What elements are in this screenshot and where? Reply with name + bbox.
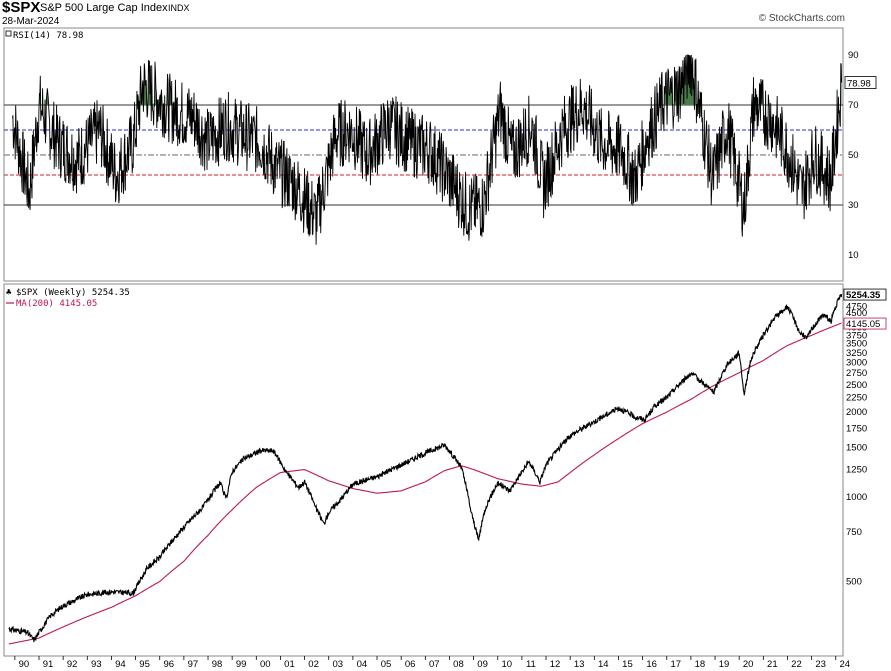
ma-legend-text: MA(200) 4145.05 (16, 299, 97, 309)
x-tick-label-97: 97 (188, 659, 199, 670)
x-tick-label-07: 07 (429, 659, 440, 670)
rsi-tick-label: 50 (848, 150, 859, 161)
rsi-overbought-fill (667, 68, 673, 105)
x-tick-label-16: 16 (646, 659, 657, 670)
x-tick-label-17: 17 (670, 659, 681, 670)
x-tick-label-94: 94 (115, 659, 126, 670)
price-tick-label: 1250 (846, 465, 867, 476)
x-tick-label-04: 04 (357, 659, 368, 670)
rsi-tick-label: 30 (848, 200, 859, 211)
x-tick-label-08: 08 (453, 659, 464, 670)
chart-date: 28-Mar-2024 (2, 16, 60, 27)
rsi-current-label: 78.98 (847, 79, 871, 90)
price-current-value: 5254.35 (843, 288, 887, 301)
price-tick-label: 1500 (846, 442, 867, 453)
x-tick-label-11: 11 (526, 659, 536, 670)
x-tick-label-90: 90 (19, 659, 30, 670)
x-axis: 90 91 92 93 94 95 96 97 98 99 00 01 02 03 04 05 06 07 08 09… (19, 659, 850, 670)
symbol-title: $SPX (2, 0, 41, 16)
price-tick-label: 4750 (846, 301, 867, 312)
rsi-legend-icon (5, 30, 12, 37)
price-tick-label: 2500 (846, 380, 867, 391)
price-tick-label: 3500 (846, 339, 867, 350)
ma-current-value: 4145.05 (843, 317, 887, 330)
price-tick-label: 4500 (846, 308, 867, 319)
price-tick-label: 500 (846, 577, 862, 588)
price-legend-text: $SPX (Weekly) 5254.35 (16, 288, 130, 298)
price-tick-label: 3000 (846, 358, 867, 369)
price-tick-label: 750 (846, 527, 862, 538)
exchange-label: INDX (168, 3, 190, 13)
price-panel-frame (3, 283, 844, 657)
price-tick-label: 3750 (846, 330, 867, 341)
rsi-legend: RSI(14) 78.98 (5, 30, 83, 41)
x-tick-label-99: 99 (236, 659, 247, 670)
x-tick-label-96: 96 (163, 659, 174, 670)
x-tick-label-18: 18 (695, 659, 706, 670)
index-name: S&P 500 Large Cap Index (40, 2, 168, 14)
x-tick-label-06: 06 (405, 659, 416, 670)
rsi-series-line (12, 54, 843, 245)
price-tick-label: 2000 (846, 407, 867, 418)
rsi-panel: RSI(14) 78.98 90 70 50 30 10 78.98 (3, 27, 877, 282)
ma200-line (8, 322, 842, 645)
rsi-legend-text: RSI(14) 78.98 (13, 31, 83, 41)
x-tick-label-19: 19 (719, 659, 730, 670)
price-tick-label: 1000 (846, 492, 867, 503)
price-tick-label: 2750 (846, 368, 867, 379)
x-tick-label-21: 21 (767, 659, 778, 670)
x-tick-label-13: 13 (574, 659, 585, 670)
x-tick-label-03: 03 (332, 659, 343, 670)
chart-header: $SPX S&P 500 Large Cap Index INDX 28-Mar… (0, 0, 891, 28)
price-tick-label: 2250 (846, 393, 867, 404)
x-tick-label-00: 00 (260, 659, 271, 670)
x-tick-label-15: 15 (622, 659, 633, 670)
price-current-label: 5254.35 (846, 290, 881, 301)
x-tick-label-12: 12 (550, 659, 561, 670)
x-tick-label-10: 10 (501, 659, 512, 670)
rsi-current-box (844, 76, 877, 89)
price-legend-icon: ♣ (6, 288, 12, 298)
rsi-tick-label: 90 (848, 50, 859, 61)
x-tick-label-93: 93 (91, 659, 102, 670)
x-tick-label-98: 98 (212, 659, 223, 670)
x-tick-label-01: 01 (284, 659, 295, 670)
x-tick-label-09: 09 (477, 659, 488, 670)
x-tick-label-05: 05 (381, 659, 392, 670)
price-current-box (843, 288, 887, 301)
price-line (8, 294, 843, 643)
x-tick-label-22: 22 (791, 659, 802, 670)
stockcharts-watermark: © StockCharts.com (758, 13, 845, 24)
ma-current-label: 4145.05 (846, 319, 880, 330)
price-tick-label: 1750 (846, 423, 867, 434)
x-tick-label-91: 91 (43, 659, 54, 670)
price-tick-label: 3250 (846, 348, 867, 359)
x-tick-label-92: 92 (67, 659, 78, 670)
rsi-tick-label: 70 (848, 100, 859, 111)
x-tick-label-24: 24 (839, 659, 850, 670)
x-tick-label-20: 20 (743, 659, 754, 670)
x-tick-label-95: 95 (139, 659, 150, 670)
rsi-tick-label: 10 (848, 250, 859, 261)
rsi-current-value: 78.98 (844, 76, 877, 90)
x-tick-label-14: 14 (598, 659, 609, 670)
ma-current-box (843, 317, 887, 330)
x-tick-label-02: 02 (308, 659, 319, 670)
x-tick-label-23: 23 (815, 659, 826, 670)
